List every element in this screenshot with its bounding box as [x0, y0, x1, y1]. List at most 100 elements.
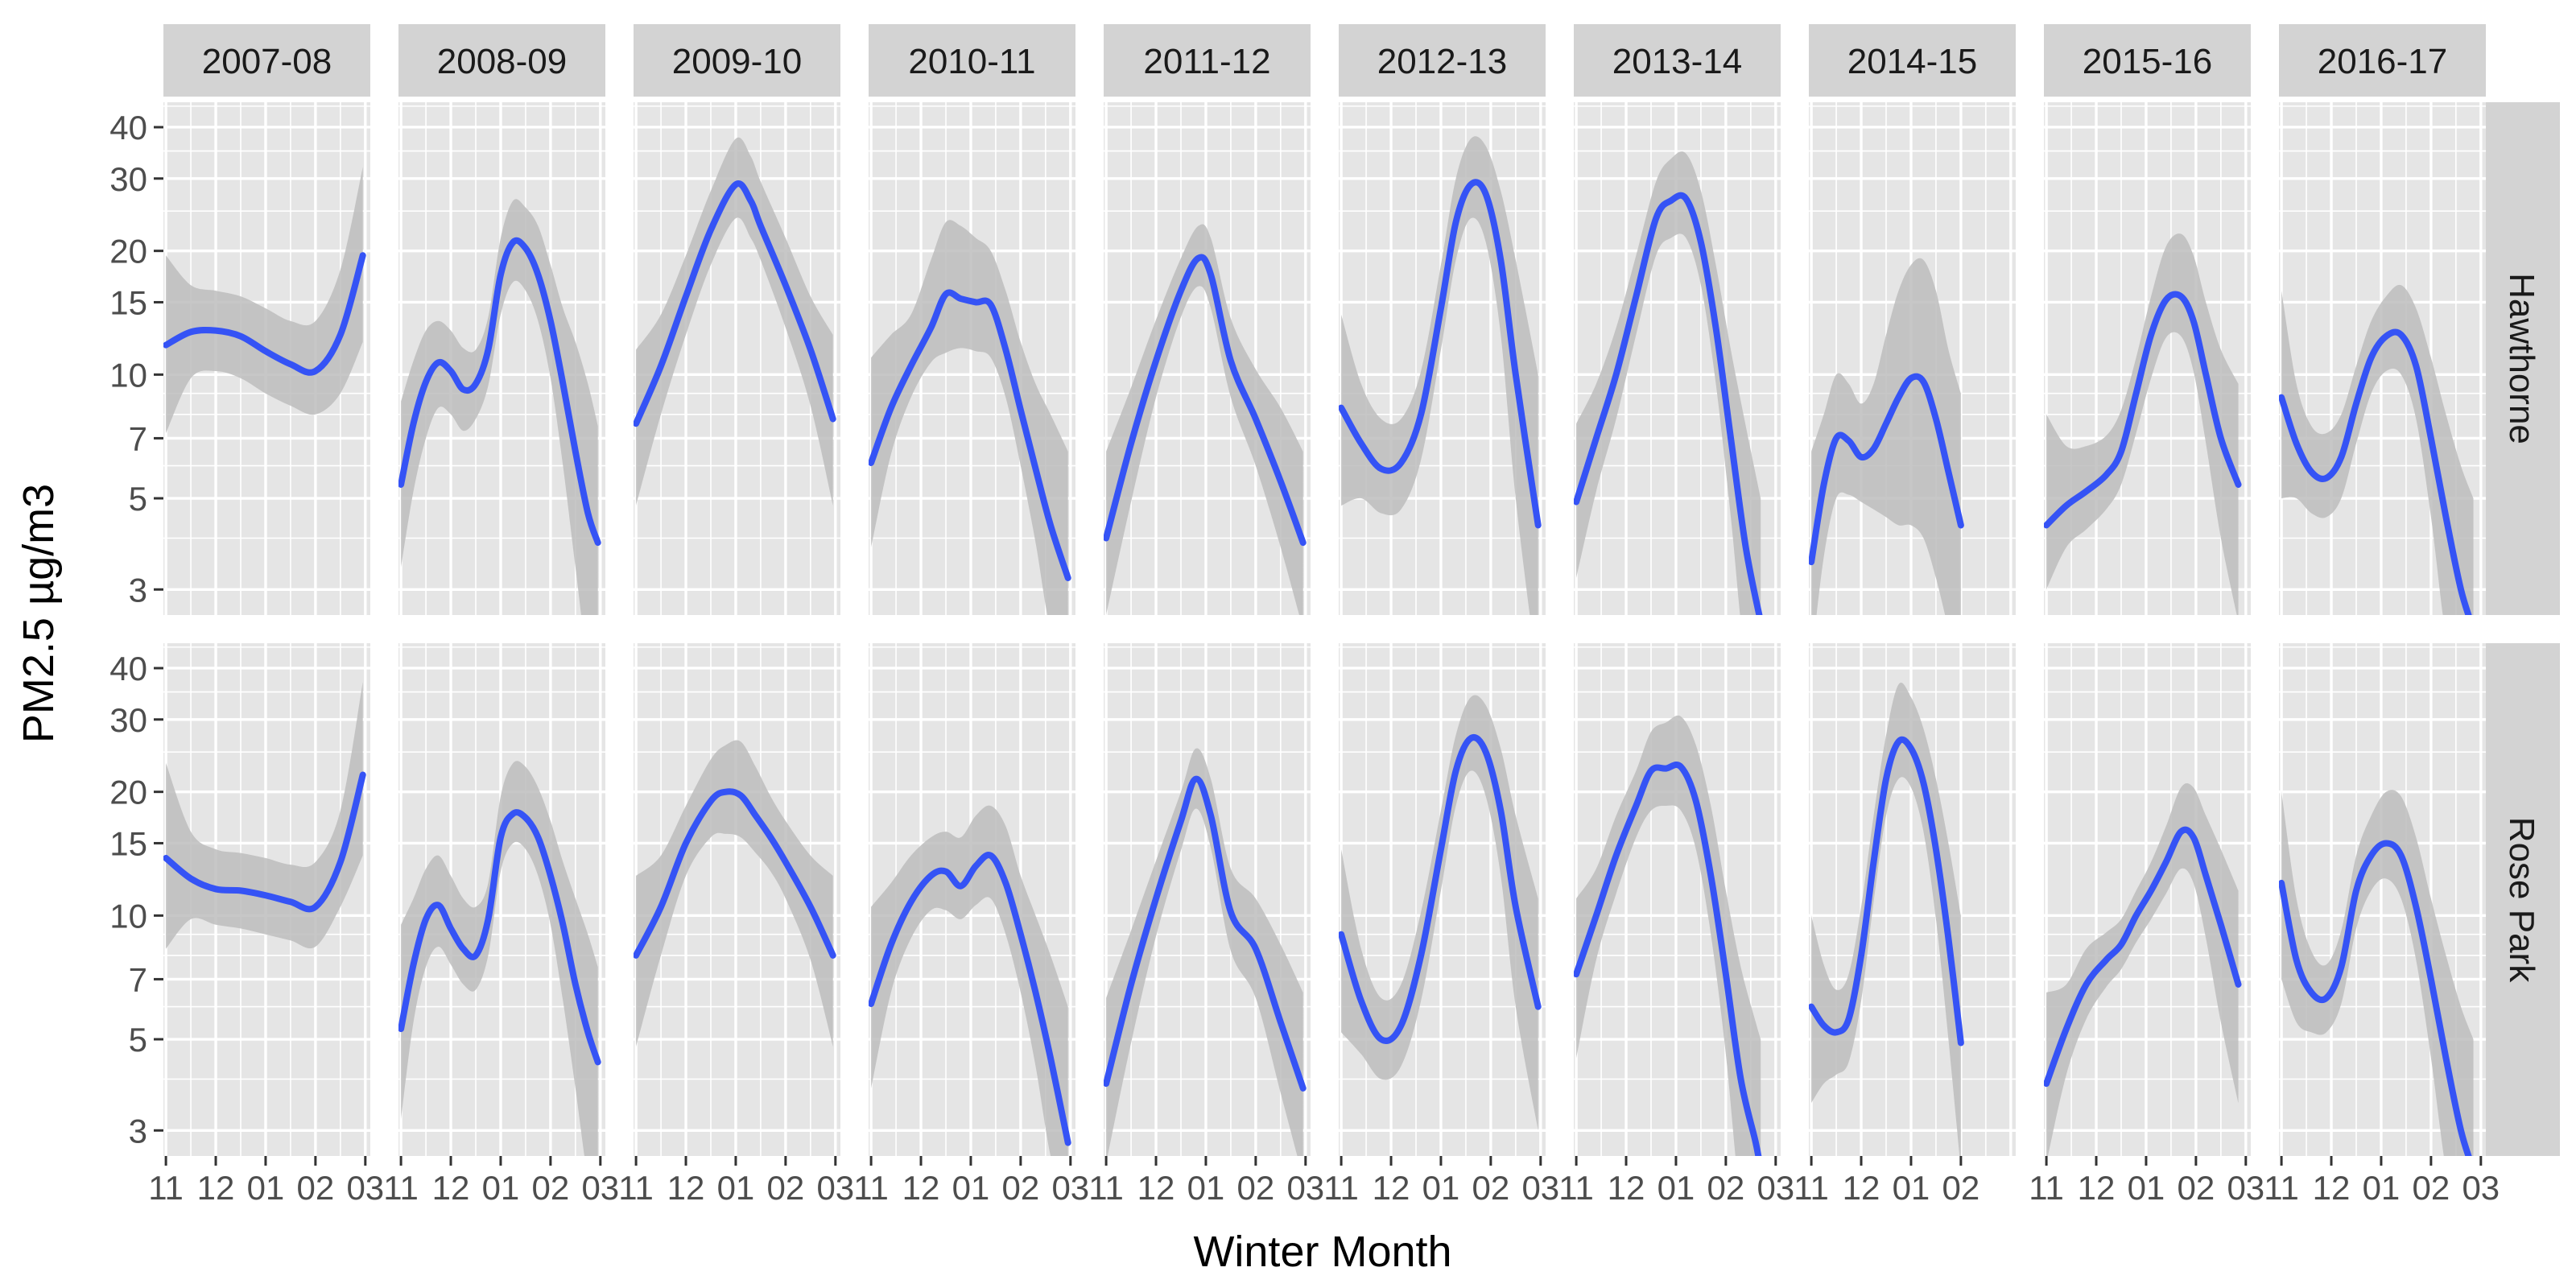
x-tick-label: 12 — [667, 1169, 705, 1207]
strip-2015-16: 2015-16 — [2044, 24, 2251, 97]
x-tick-label: 03 — [1521, 1169, 1559, 1207]
x-tick-label: 01 — [482, 1169, 520, 1207]
strip-hawthorne: Hawthorne — [2486, 102, 2560, 615]
x-tick-label: 02 — [2413, 1169, 2450, 1207]
x-tick-label: 03 — [1286, 1169, 1324, 1207]
series-line — [1104, 775, 1307, 1092]
confidence-ribbon — [166, 682, 363, 949]
y-tick-label: 10 — [109, 897, 147, 935]
x-tick-label: 02 — [1472, 1169, 1510, 1207]
y-tick-label: 15 — [109, 824, 147, 862]
x-tick-label: 12 — [2313, 1169, 2351, 1207]
strip-label: 2014-15 — [1847, 42, 1977, 81]
strip-2010-11: 2010-11 — [869, 24, 1075, 97]
series-line — [1574, 192, 1763, 615]
x-tick-label: 01 — [1893, 1169, 1930, 1207]
x-tick-label: 12 — [1843, 1169, 1880, 1207]
series-line — [1104, 254, 1307, 547]
strip-2011-12: 2011-12 — [1104, 24, 1311, 97]
panel-rose-park-2007-08 — [163, 643, 370, 1156]
confidence-ribbon — [2281, 790, 2474, 1156]
x-tick-label: 01 — [2363, 1169, 2401, 1207]
confidence-ribbon — [1811, 258, 1961, 615]
x-tick-label: 11 — [2264, 1169, 2299, 1207]
x-axis-2015-16: 11 12 01 02 03 — [2029, 1156, 2264, 1207]
confidence-ribbon — [1341, 136, 1538, 615]
series-line — [634, 180, 836, 427]
strip-label: 2008-09 — [437, 42, 567, 81]
confidence-ribbon — [636, 740, 833, 1047]
confidence-ribbon — [2281, 284, 2474, 615]
x-axis-2014-15: 11 12 01 02 — [1794, 1156, 1979, 1207]
panel-rose-park-2012-13 — [1339, 643, 1546, 1156]
panels-layer: 2007-08 2008-09 2009-10 2010-11 2011-12 2012-… — [109, 24, 2560, 1207]
series-line — [1339, 734, 1542, 1044]
x-tick-label: 02 — [1002, 1169, 1040, 1207]
confidence-ribbon — [1106, 748, 1303, 1156]
x-tick-label: 01 — [1422, 1169, 1460, 1207]
x-tick-label: 12 — [197, 1169, 235, 1207]
x-tick-label: 12 — [1608, 1169, 1645, 1207]
strip-label: 2012-13 — [1377, 42, 1507, 81]
x-tick-label: 02 — [1942, 1169, 1980, 1207]
x-axis-title: Winter Month — [1193, 1228, 1451, 1276]
x-tick-label: 12 — [1373, 1169, 1410, 1207]
panel-hawthorne-2014-15 — [1809, 102, 2016, 615]
x-tick-label: 11 — [1794, 1169, 1829, 1207]
x-tick-label: 02 — [532, 1169, 570, 1207]
panel-rose-park-2015-16 — [2044, 643, 2251, 1156]
x-axis-2013-14: 11 12 01 02 03 — [1558, 1156, 1794, 1207]
strip-label: 2007-08 — [202, 42, 332, 81]
confidence-ribbon — [871, 220, 1068, 615]
series-line — [2044, 291, 2242, 529]
x-tick-label: 12 — [1137, 1169, 1175, 1207]
x-tick-label: 11 — [1088, 1169, 1124, 1207]
x-tick-label: 02 — [1707, 1169, 1745, 1207]
confidence-ribbon — [2046, 782, 2239, 1156]
series-line — [163, 252, 366, 376]
strip-2013-14: 2013-14 — [1574, 24, 1781, 97]
panel-rose-park-2010-11 — [869, 643, 1075, 1156]
y-tick-label: 3 — [129, 571, 147, 609]
x-axis-2007-08: 11 12 01 02 03 — [148, 1156, 384, 1207]
series-line — [398, 809, 601, 1066]
confidence-ribbon — [166, 167, 363, 434]
x-tick-label: 11 — [383, 1169, 419, 1207]
x-tick-label: 02 — [767, 1169, 805, 1207]
panel-hawthorne-2007-08 — [163, 102, 370, 615]
strip-2016-17: 2016-17 — [2279, 24, 2486, 97]
x-axis-2011-12: 11 12 01 02 03 — [1088, 1156, 1324, 1207]
series-line — [2044, 826, 2242, 1088]
strip-label: 2011-12 — [1143, 42, 1270, 81]
strip-2009-10: 2009-10 — [634, 24, 840, 97]
x-axis-2008-09: 11 12 01 02 03 — [383, 1156, 619, 1207]
x-tick-label: 03 — [816, 1169, 854, 1207]
y-tick-label: 20 — [109, 774, 147, 811]
y-tick-label: 20 — [109, 233, 147, 270]
x-tick-label: 11 — [618, 1169, 654, 1207]
panel-hawthorne-2013-14 — [1574, 102, 1781, 615]
confidence-ribbon — [1576, 151, 1761, 615]
x-tick-label: 02 — [2178, 1169, 2215, 1207]
strip-2007-08: 2007-08 — [163, 24, 370, 97]
panel-hawthorne-2009-10 — [634, 102, 840, 615]
panel-hawthorne-2015-16 — [2044, 102, 2251, 615]
panel-hawthorne-2012-13 — [1339, 102, 1546, 615]
y-tick-label: 40 — [109, 650, 147, 687]
y-axis-title: PM2.5 µg/m3 — [14, 484, 63, 743]
series-line — [634, 788, 836, 959]
x-tick-label: 12 — [432, 1169, 470, 1207]
x-tick-label: 03 — [2462, 1169, 2500, 1207]
x-tick-label: 11 — [1558, 1169, 1594, 1207]
series-line — [398, 237, 601, 547]
x-tick-label: 11 — [2029, 1169, 2064, 1207]
x-tick-label: 01 — [1657, 1169, 1695, 1207]
x-tick-label: 02 — [297, 1169, 335, 1207]
strip-label: 2009-10 — [672, 42, 802, 81]
x-tick-label: 03 — [346, 1169, 384, 1207]
confidence-ribbon — [1811, 683, 1961, 1156]
y-tick-label: 5 — [129, 1021, 147, 1059]
series-line — [1809, 736, 1964, 1046]
panel-rose-park-2014-15 — [1809, 643, 2016, 1156]
